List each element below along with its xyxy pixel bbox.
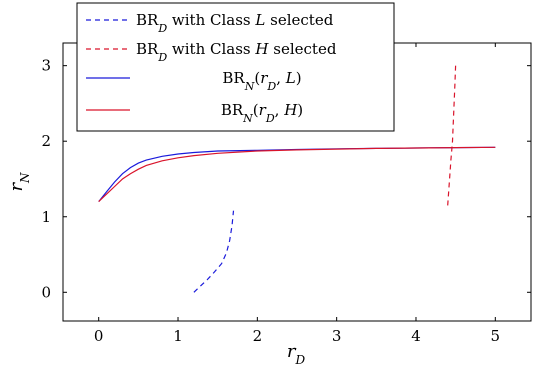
series-line-1	[193, 210, 235, 293]
legend-label-2: BRD with Class H selected	[136, 40, 337, 64]
x-tick-label: 1	[173, 327, 183, 345]
x-tick-label: 0	[94, 327, 104, 345]
y-axis-label: rN	[6, 172, 32, 192]
y-tick-label: 0	[41, 283, 51, 301]
x-tick-label: 3	[332, 327, 342, 345]
y-tick-label: 1	[41, 208, 51, 226]
legend-label-1: BRD with Class L selected	[136, 11, 334, 35]
series-group	[98, 65, 496, 293]
x-axis-label: rD	[287, 341, 306, 366]
legend: BRD with Class L selected BRD with Class …	[76, 2, 395, 132]
series-line-3	[98, 146, 496, 202]
legend-label-3: BRN(rD, L)	[222, 69, 301, 93]
legend-label-4: BRN(rD, H)	[221, 101, 303, 125]
x-tick-label: 5	[491, 327, 501, 345]
y-tick-label: 3	[41, 57, 51, 75]
x-tick-label: 4	[411, 327, 421, 345]
series-line-2	[447, 65, 457, 206]
plot-area: 0 1 2 3 4 5 0 1 2 3	[41, 42, 532, 345]
legend-items: BRD with Class L selected BRD with Class …	[86, 11, 337, 125]
series-line-4	[98, 146, 496, 203]
y-tick-label: 2	[41, 132, 51, 150]
x-tick-label: 2	[253, 327, 263, 345]
axis-ticks: 0 1 2 3 4 5 0 1 2 3	[41, 43, 531, 345]
